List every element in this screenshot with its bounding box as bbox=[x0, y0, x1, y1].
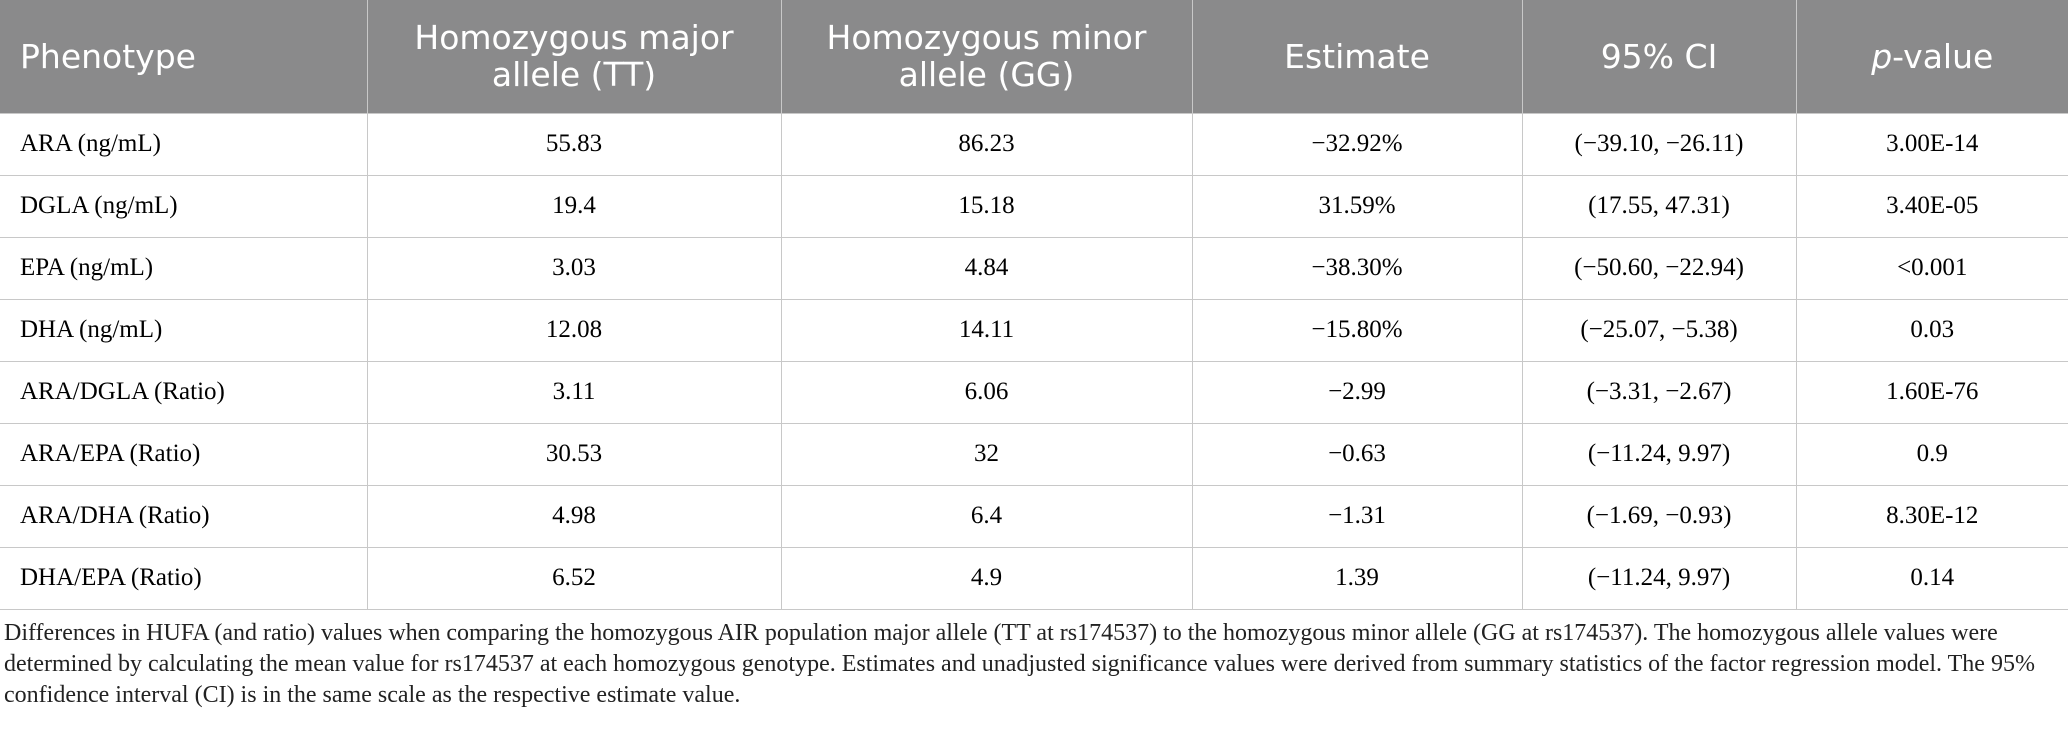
table-row: ARA (ng/mL) 55.83 86.23 −32.92% (−39.10, −26… bbox=[0, 112, 2068, 176]
header-cell: 95% CI bbox=[1521, 0, 1796, 113]
table-cell: DHA (ng/mL) bbox=[0, 298, 368, 362]
table-cell: 15.18 bbox=[780, 174, 1193, 238]
header-cell: Homozygous minor allele (GG) bbox=[780, 0, 1192, 113]
table-cell: −32.92% bbox=[1191, 112, 1523, 176]
table-cell: 4.9 bbox=[780, 546, 1193, 610]
table-cell: 6.06 bbox=[780, 360, 1193, 424]
table-cell: 4.98 bbox=[366, 484, 782, 548]
table-cell: −15.80% bbox=[1191, 298, 1523, 362]
table-cell: ARA (ng/mL) bbox=[0, 112, 368, 176]
header-cell: Phenotype bbox=[0, 0, 367, 113]
table-cell: 30.53 bbox=[366, 422, 782, 486]
header-cell: Estimate bbox=[1191, 0, 1522, 113]
caption: Differences in HUFA (and ratio) values w… bbox=[4, 619, 2035, 708]
table-cell: −38.30% bbox=[1191, 236, 1523, 300]
table-cell: (−50.60, −22.94) bbox=[1521, 236, 1797, 300]
table-cell: (−3.31, −2.67) bbox=[1521, 360, 1797, 424]
header-row: Phenotype Homozygous major allele (TT) Hom… bbox=[0, 0, 2068, 113]
data-table: Phenotype Homozygous major allele (TT) Hom… bbox=[0, 0, 2068, 610]
table-cell: 3.00E-14 bbox=[1795, 112, 2068, 176]
table-cell: 4.84 bbox=[780, 236, 1193, 300]
table-cell: (17.55, 47.31) bbox=[1521, 174, 1797, 238]
table-cell: 55.83 bbox=[366, 112, 782, 176]
header-cell: Homozygous major allele (TT) bbox=[366, 0, 781, 113]
table-cell: ARA/EPA (Ratio) bbox=[0, 422, 368, 486]
table-row: DGLA (ng/mL) 19.4 15.18 31.59% (17.55, 47.31… bbox=[0, 174, 2068, 238]
table-cell: EPA (ng/mL) bbox=[0, 236, 368, 300]
table-cell: 86.23 bbox=[780, 112, 1193, 176]
header-text: p bbox=[1871, 36, 1893, 76]
table-row: DHA/EPA (Ratio) 6.52 4.9 1.39 (−11.24, 9.97)… bbox=[0, 546, 2068, 610]
table-row: ARA/DGLA (Ratio) 3.11 6.06 −2.99 (−3.31, −2.… bbox=[0, 360, 2068, 424]
table-cell: 6.52 bbox=[366, 546, 782, 610]
table-cell: (−11.24, 9.97) bbox=[1521, 422, 1797, 486]
table-cell: ARA/DHA (Ratio) bbox=[0, 484, 368, 548]
header-text: -value bbox=[1892, 36, 1994, 76]
table-cell: 12.08 bbox=[366, 298, 782, 362]
table-cell: DHA/EPA (Ratio) bbox=[0, 546, 368, 610]
table-cell: 31.59% bbox=[1191, 174, 1523, 238]
table-cell: (−11.24, 9.97) bbox=[1521, 546, 1797, 610]
table-cell: 8.30E-12 bbox=[1795, 484, 2068, 548]
table-cell: 0.14 bbox=[1795, 546, 2068, 610]
table-cell: 32 bbox=[780, 422, 1193, 486]
table-cell: 1.39 bbox=[1191, 546, 1523, 610]
table-cell: −2.99 bbox=[1191, 360, 1523, 424]
table-cell: ARA/DGLA (Ratio) bbox=[0, 360, 368, 424]
table-row: ARA/DHA (Ratio) 4.98 6.4 −1.31 (−1.69, −0.93… bbox=[0, 484, 2068, 548]
table-cell: (−1.69, −0.93) bbox=[1521, 484, 1797, 548]
table-cell: 0.9 bbox=[1795, 422, 2068, 486]
table-row: ARA/EPA (Ratio) 30.53 32 −0.63 (−11.24, 9.97… bbox=[0, 422, 2068, 486]
table-cell: 3.11 bbox=[366, 360, 782, 424]
table-cell: −1.31 bbox=[1191, 484, 1523, 548]
table-row: EPA (ng/mL) 3.03 4.84 −38.30% (−50.60, −22.9… bbox=[0, 236, 2068, 300]
table-cell: <0.001 bbox=[1795, 236, 2068, 300]
table-cell: 0.03 bbox=[1795, 298, 2068, 362]
table-cell: 14.11 bbox=[780, 298, 1193, 362]
table-cell: (−25.07, −5.38) bbox=[1521, 298, 1797, 362]
table-cell: 3.03 bbox=[366, 236, 782, 300]
table-cell: (−39.10, −26.11) bbox=[1521, 112, 1797, 176]
table-body: ARA (ng/mL) 55.83 86.23 −32.92% (−39.10, −26… bbox=[0, 112, 2068, 610]
header-cell: p-value bbox=[1795, 0, 2068, 113]
table-cell: 3.40E-05 bbox=[1795, 174, 2068, 238]
table-cell: −0.63 bbox=[1191, 422, 1523, 486]
table-cell: 6.4 bbox=[780, 484, 1193, 548]
table-cell: 1.60E-76 bbox=[1795, 360, 2068, 424]
table-cell: 19.4 bbox=[366, 174, 782, 238]
table-cell: DGLA (ng/mL) bbox=[0, 174, 368, 238]
table-row: DHA (ng/mL) 12.08 14.11 −15.80% (−25.07, −5.… bbox=[0, 298, 2068, 362]
